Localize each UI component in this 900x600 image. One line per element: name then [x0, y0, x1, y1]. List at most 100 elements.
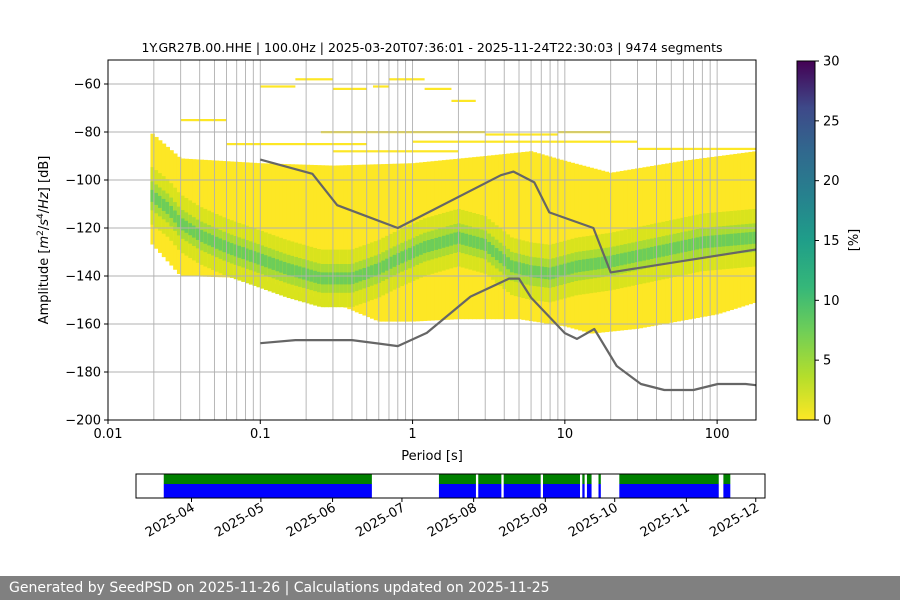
density-cell — [369, 164, 375, 319]
density-cell — [211, 235, 216, 248]
timeline-segment-bottom — [723, 484, 731, 498]
density-cell — [263, 255, 269, 268]
y-tick-label: −200 — [65, 414, 101, 429]
y-tick-label: −140 — [65, 270, 101, 285]
x-tick-label: 0.1 — [250, 427, 271, 442]
density-outlier — [451, 99, 476, 102]
x-tick-label: 0.01 — [94, 427, 123, 442]
density-cell — [551, 266, 557, 279]
y-tick-label: −80 — [74, 126, 101, 141]
x-axis-label: Period [s] — [401, 449, 463, 464]
density-cell — [411, 246, 416, 259]
density-cell — [438, 236, 443, 249]
density-cell — [195, 227, 201, 240]
density-cell — [267, 256, 273, 269]
density-cell — [737, 233, 742, 246]
density-outlier — [424, 87, 452, 90]
density-cell — [619, 253, 625, 266]
density-cell — [324, 272, 329, 285]
plot-frame — [107, 59, 757, 421]
timeline-tick-label: 2025-08 — [425, 500, 480, 540]
density-cell — [241, 247, 246, 260]
density-cell — [275, 259, 280, 272]
density-cell — [351, 272, 356, 285]
density-cell — [282, 164, 288, 287]
timeline-tick-label: 2025-06 — [284, 500, 339, 540]
y-tick-label: −180 — [65, 366, 101, 381]
colorbar-label: [%] — [847, 229, 862, 252]
density-cell — [237, 245, 242, 258]
colorbar-tick-label: 15 — [823, 234, 840, 249]
density-cell — [188, 223, 193, 236]
density-cell — [434, 237, 439, 250]
density-cell — [544, 155, 549, 324]
density-cell — [286, 263, 292, 276]
density-cell — [366, 164, 371, 318]
density-outlier — [260, 85, 296, 88]
colorbar-tick-label: 0 — [823, 414, 831, 429]
x-tick-label: 100 — [705, 427, 730, 442]
density-outlier — [295, 78, 333, 81]
density-cell — [703, 236, 708, 249]
density-cell — [566, 262, 572, 275]
timeline-tick-label: 2025-05 — [212, 500, 267, 540]
density-cell — [218, 238, 223, 251]
density-cell — [653, 246, 659, 259]
density-cell — [509, 260, 515, 273]
density-cell — [506, 257, 511, 270]
density-cell — [271, 257, 276, 270]
density-cell — [279, 163, 284, 286]
density-cell — [748, 232, 753, 245]
density-cell — [532, 265, 538, 278]
density-cell — [415, 244, 420, 257]
density-cell — [290, 264, 295, 277]
density-cell — [460, 232, 466, 245]
density-cell — [339, 165, 345, 307]
density-cell — [426, 240, 432, 253]
density-cell — [551, 157, 557, 325]
density-cell — [650, 246, 655, 259]
density-cell — [441, 235, 447, 248]
density-cell — [320, 165, 326, 300]
density-cell — [260, 163, 265, 279]
density-cell — [229, 161, 235, 278]
density-cell — [305, 164, 311, 295]
timeline-segment-bottom — [619, 484, 719, 498]
density-cell — [252, 251, 258, 264]
density-cell — [578, 259, 583, 272]
timeline-segment-top — [503, 474, 541, 484]
density-cell — [351, 164, 356, 311]
density-cell — [279, 260, 284, 273]
density-cell — [422, 241, 428, 254]
density-cell — [354, 270, 360, 283]
density-cell — [396, 252, 401, 265]
density-cell — [169, 205, 174, 218]
density-cell — [672, 242, 678, 255]
density-cell — [150, 189, 155, 202]
density-cell — [362, 267, 367, 280]
density-cell — [358, 164, 363, 314]
density-cell — [449, 233, 454, 246]
density-cell — [687, 239, 693, 252]
density-cell — [631, 250, 636, 263]
density-cell — [612, 254, 617, 267]
availability-timeline: 2025-04 2025-05 2025-06 2025-07 2025-08 2025-… — [135, 473, 766, 541]
density-cell — [192, 225, 197, 238]
density-cell — [229, 243, 235, 256]
density-cell — [400, 251, 405, 264]
timeline-segment-bottom — [478, 484, 502, 498]
density-cell — [479, 237, 485, 250]
density-cell — [245, 162, 250, 278]
density-cell — [309, 164, 314, 296]
density-cell — [335, 272, 341, 285]
density-cell — [536, 266, 541, 279]
psd-plot-area: 0.01 0.1 1 10 100 −200 −180 −160 −140 −120 −100 −8… — [65, 59, 757, 442]
density-cell — [263, 163, 269, 281]
density-cell — [581, 259, 587, 272]
density-cell — [676, 241, 681, 254]
density-cell — [407, 247, 413, 260]
density-cell — [513, 152, 519, 320]
density-cell — [430, 238, 435, 251]
density-cell — [176, 215, 182, 228]
density-cell — [457, 231, 462, 244]
